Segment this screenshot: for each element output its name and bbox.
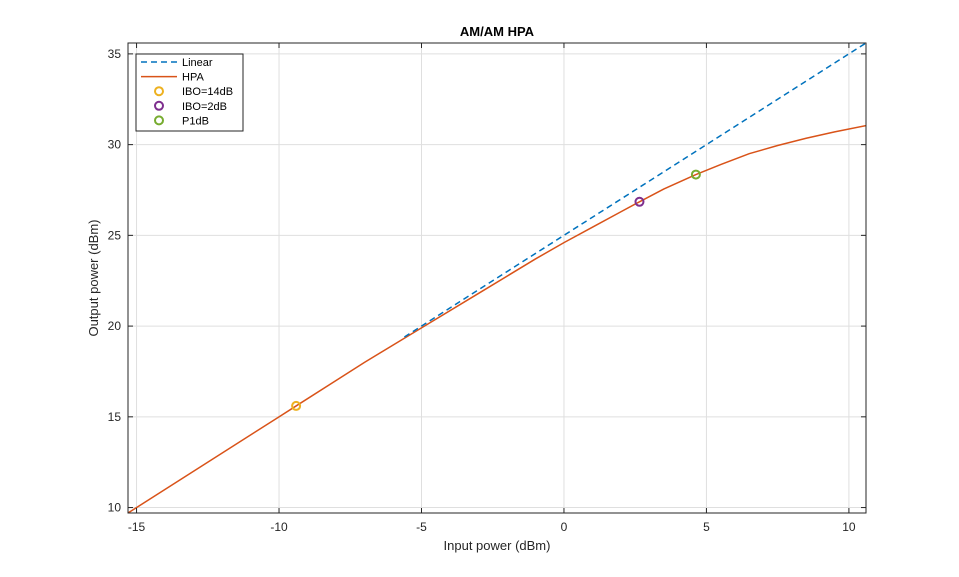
y-tick-label: 30 [108, 138, 122, 152]
x-tick-label: -10 [270, 520, 288, 534]
marker-ibo-14db [291, 400, 302, 411]
legend-label-ibo-14db: IBO=14dB [182, 86, 233, 98]
x-axis: -15 -10 -5 0 5 10 [128, 43, 856, 534]
legend-swatch-p1db [154, 115, 164, 126]
series-layer [128, 43, 866, 513]
y-tick-label: 25 [108, 228, 122, 242]
x-axis-label: Input power (dBm) [444, 538, 551, 553]
series-line-linear [403, 43, 866, 338]
y-tick-label: 15 [108, 410, 122, 424]
y-tick-label: 35 [108, 47, 122, 61]
legend-label-p1db: P1dB [182, 115, 209, 127]
series-line-hpa [128, 124, 866, 513]
legend-label-hpa: HPA [182, 72, 204, 84]
x-tick-label: -15 [128, 520, 146, 534]
x-tick-label: -5 [416, 520, 427, 534]
y-axis: 10 15 20 25 30 35 [108, 47, 866, 515]
marker-p1db [690, 169, 701, 180]
axes-frame [127, 42, 867, 514]
y-tick-label: 20 [108, 319, 122, 333]
legend-label-ibo-2db: IBO=2dB [182, 101, 227, 113]
marker-ibo-2db [634, 196, 645, 207]
chart-title: AM/AM HPA [460, 24, 535, 39]
x-tick-label: 5 [703, 520, 710, 534]
x-tick-label: 10 [842, 520, 856, 534]
legend-label-linear: Linear [182, 57, 213, 69]
y-axis-label: Output power (dBm) [86, 219, 101, 336]
plot-area: -15 -10 -5 0 5 10 10 15 20 25 30 35 [108, 42, 867, 534]
legend-swatch-ibo-14db [154, 86, 164, 97]
x-tick-label: 0 [561, 520, 568, 534]
legend: Linear HPA IBO=14dB IBO=2dB P1dB [135, 53, 244, 132]
y-tick-label: 10 [108, 501, 122, 515]
legend-box [135, 53, 244, 132]
grid [128, 43, 866, 513]
legend-swatch-ibo-2db [154, 100, 164, 111]
